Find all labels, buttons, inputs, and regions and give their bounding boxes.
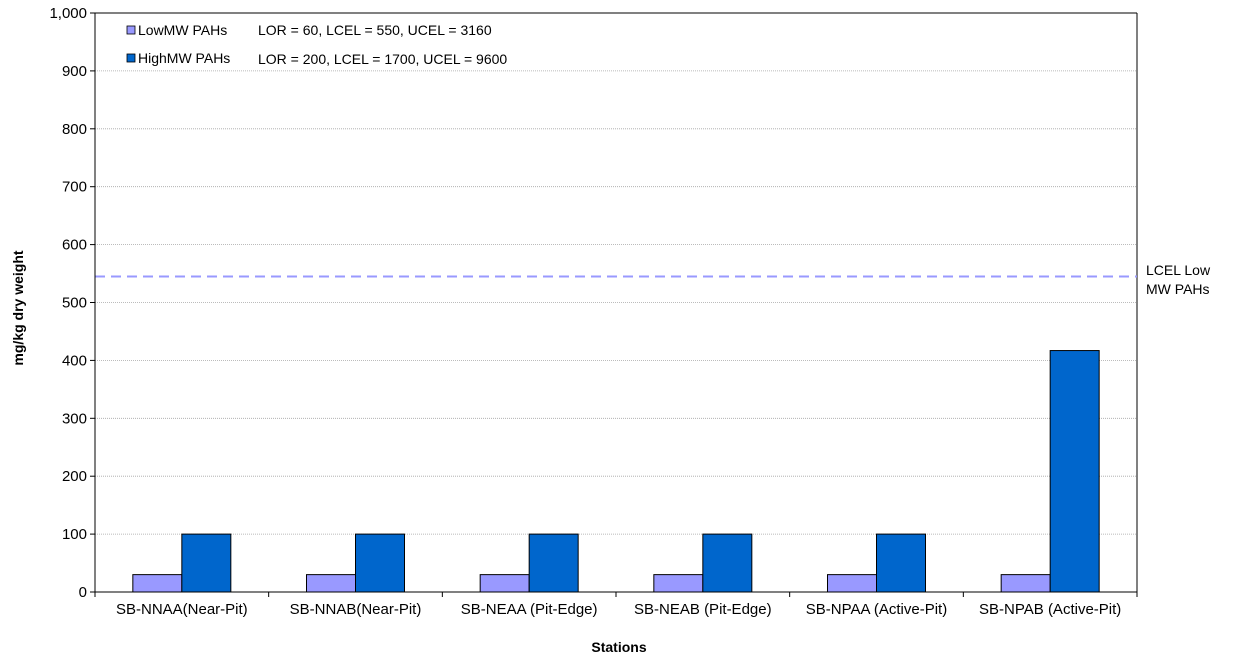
bar-highmw (355, 533, 405, 593)
bar-lowmw (306, 574, 356, 593)
bar-highmw (1049, 350, 1100, 593)
legend-swatch-lowmw (126, 25, 136, 35)
y-tick-labels: 0 100 200 300 400 500 600 700 800 900 1,000 (49, 5, 95, 601)
bar-highmw (702, 533, 753, 593)
reference-line-label-2: MW PAHs (1146, 281, 1210, 297)
x-axis-title: Stations (591, 639, 646, 655)
y-tick-label: 400 (62, 352, 87, 369)
gridlines (95, 12, 1138, 592)
legend-note-highmw: LOR = 200, LCEL = 1700, UCEL = 9600 (258, 51, 507, 67)
bar-highmw (528, 533, 579, 593)
bar-highmw (876, 533, 926, 593)
y-tick-label: 100 (62, 526, 87, 543)
x-tick-label: SB-NEAB (Pit-Edge) (634, 601, 772, 618)
y-tick-label: 800 (62, 121, 87, 138)
legend-note-lowmw: LOR = 60, LCEL = 550, UCEL = 3160 (258, 22, 492, 38)
x-tick-labels: SB-NNAA(Near-Pit) SB-NNAB(Near-Pit) SB-NEA… (94, 592, 1138, 618)
bar-lowmw (132, 574, 183, 593)
x-tick-label: SB-NNAB(Near-Pit) (290, 601, 422, 618)
y-tick-label: 1,000 (49, 5, 87, 22)
legend-label-lowmw: LowMW PAHs (138, 22, 227, 38)
x-tick-label: SB-NNAA(Near-Pit) (116, 601, 248, 618)
legend: LowMW PAHs LOR = 60, LCEL = 550, UCEL = … (126, 22, 507, 67)
bar-lowmw (653, 574, 704, 593)
bar-lowmw (479, 574, 530, 593)
y-tick-label: 0 (79, 584, 87, 601)
x-tick-label: SB-NEAA (Pit-Edge) (461, 601, 598, 618)
legend-swatch-highmw (126, 53, 136, 63)
bar-highmw (181, 533, 232, 593)
bar-lowmw (827, 574, 877, 593)
bars (132, 350, 1100, 593)
x-tick-label: SB-NPAA (Active-Pit) (806, 601, 947, 618)
reference-line-label-1: LCEL Low (1146, 262, 1211, 278)
y-axis-title: mg/kg dry weight (10, 250, 26, 365)
y-tick-label: 600 (62, 237, 87, 254)
y-tick-label: 500 (62, 295, 87, 312)
bar-lowmw (1000, 574, 1051, 593)
y-tick-label: 700 (62, 179, 87, 196)
y-tick-label: 900 (62, 63, 87, 80)
legend-label-highmw: HighMW PAHs (138, 50, 230, 66)
y-tick-label: 200 (62, 468, 87, 485)
x-tick-label: SB-NPAB (Active-Pit) (979, 601, 1121, 618)
y-tick-label: 300 (62, 410, 87, 427)
